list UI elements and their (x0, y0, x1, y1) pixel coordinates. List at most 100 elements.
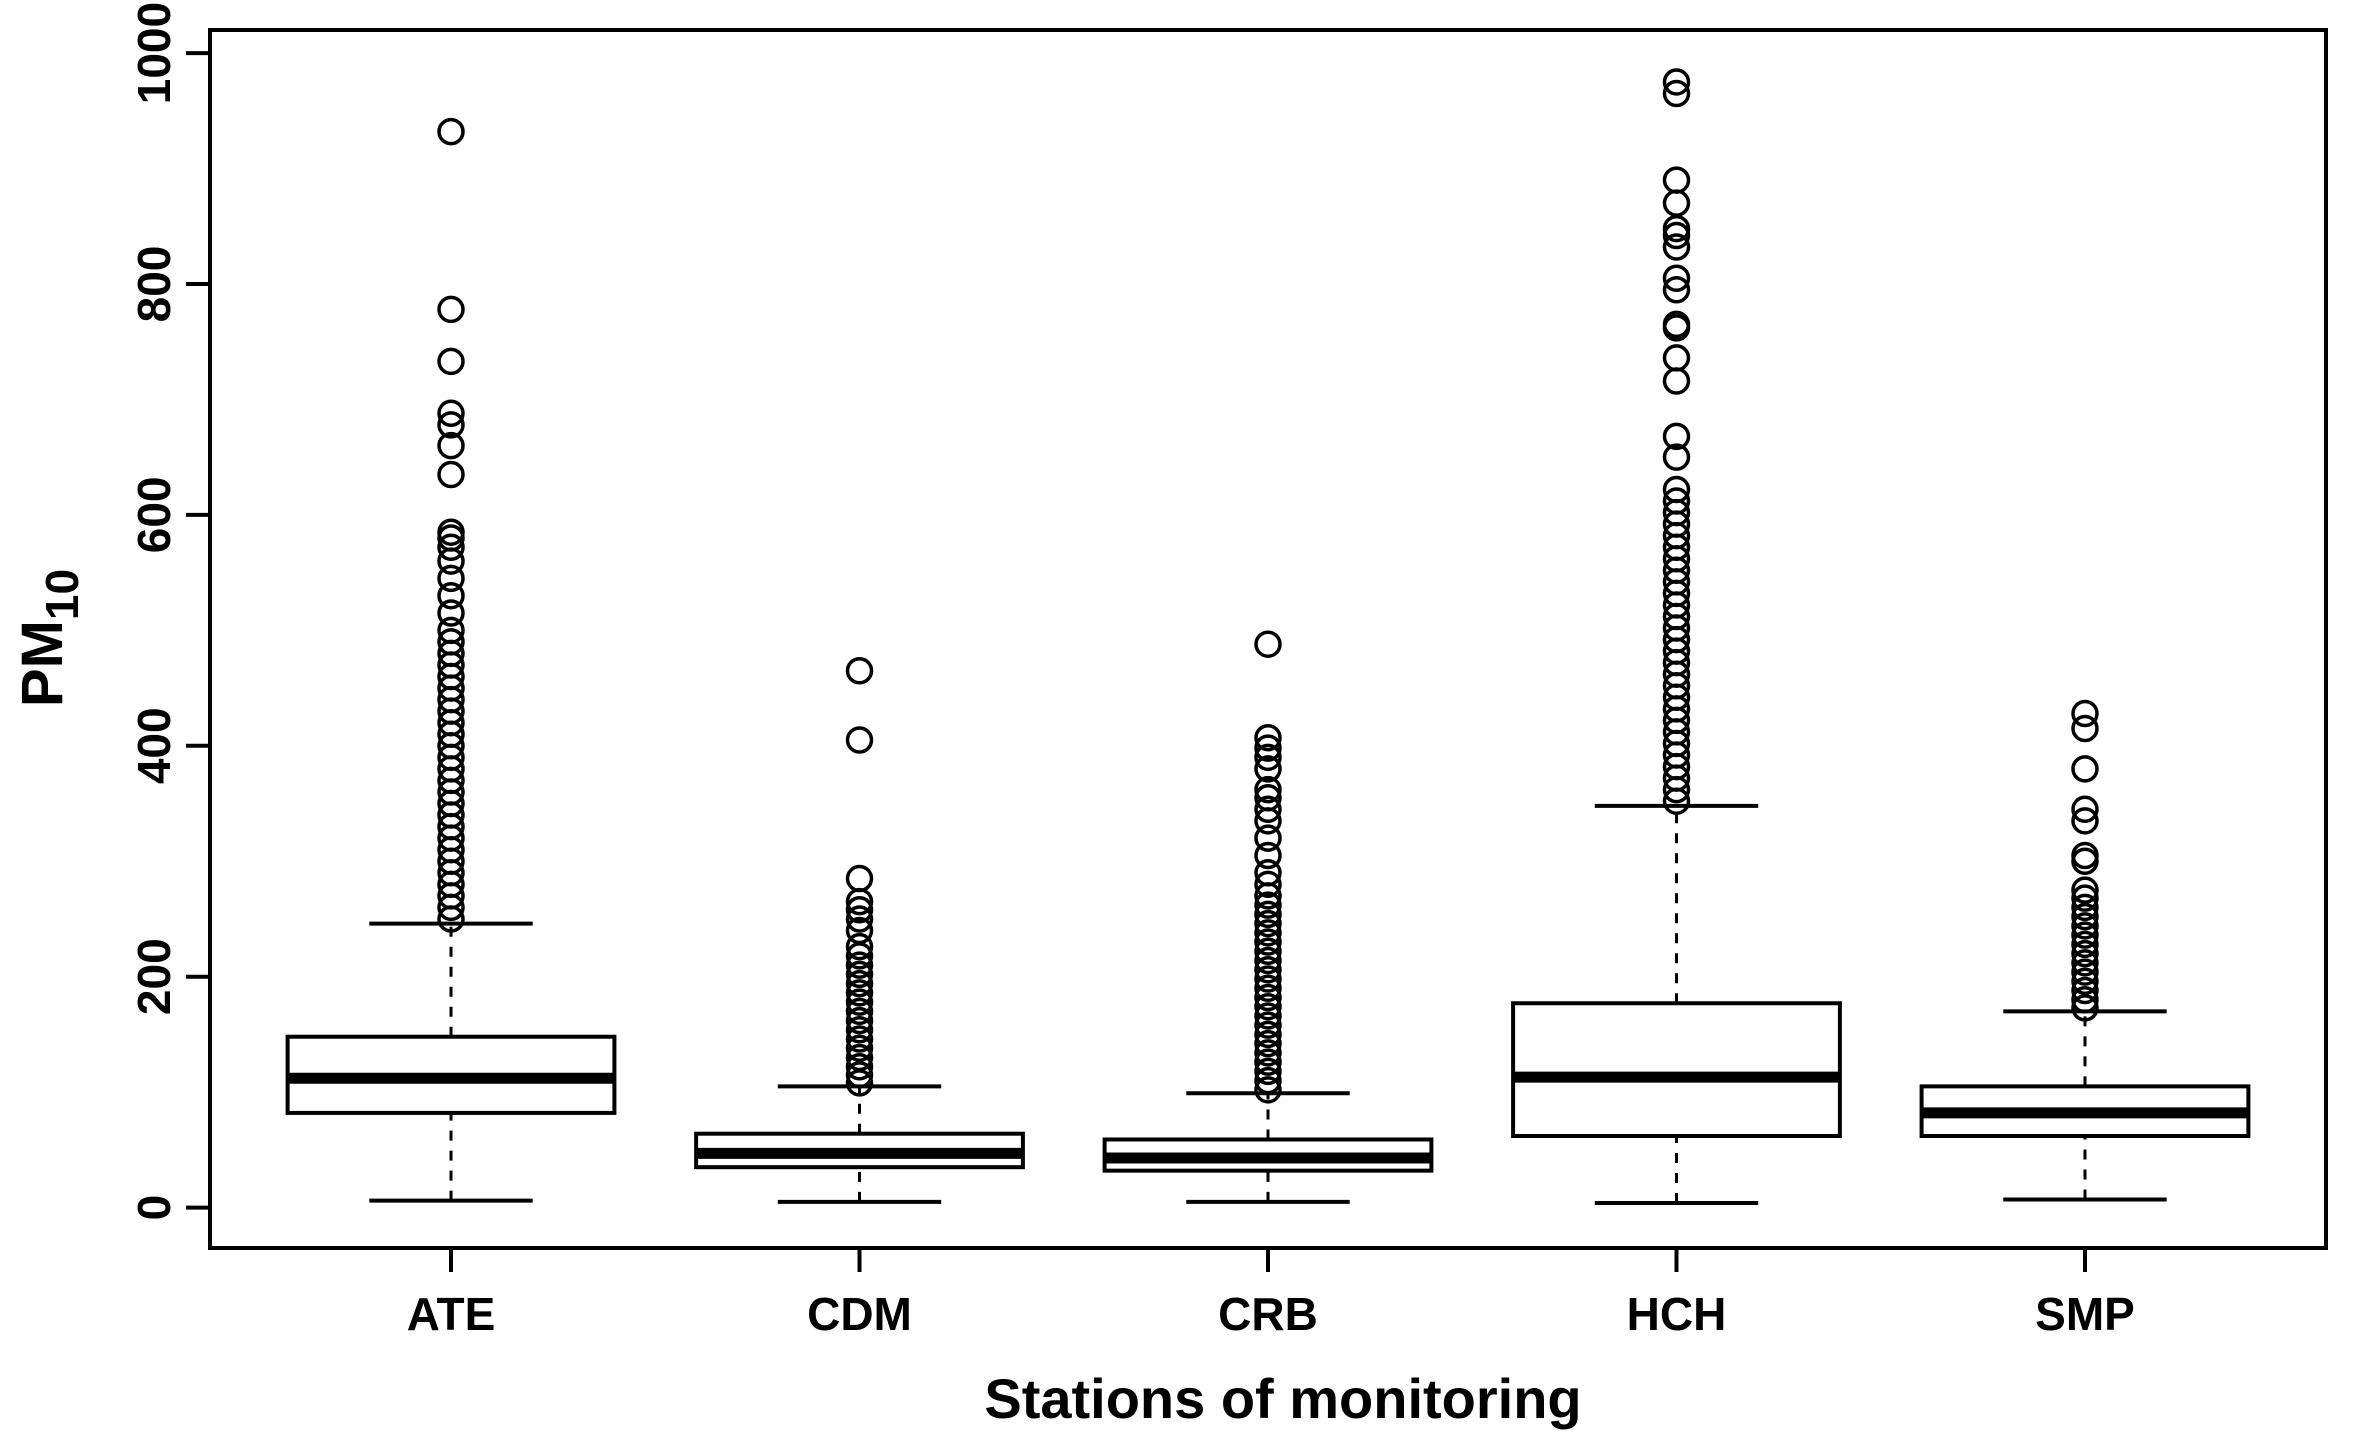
y-axis-title-subscript: 10 (36, 569, 88, 620)
outlier-point (437, 533, 465, 561)
outlier-point (1662, 310, 1691, 339)
outlier-point (2071, 939, 2099, 968)
outlier-point (2071, 994, 2099, 1022)
boxes (285, 68, 2251, 1205)
outlier-point (2071, 976, 2099, 1005)
outlier-point (2071, 912, 2099, 940)
outlier-point (845, 1016, 874, 1044)
outlier-point (845, 997, 874, 1026)
outlier-point (2071, 986, 2099, 1014)
outlier-point (2071, 967, 2099, 996)
outlier-point (845, 960, 874, 989)
outlier-point (1662, 79, 1691, 108)
outlier-point (1254, 824, 1282, 852)
outlier-point (1254, 900, 1282, 929)
outlier-point (845, 951, 874, 979)
outlier-point (1254, 1048, 1282, 1076)
outlier-point (437, 518, 465, 546)
outlier-point (2071, 902, 2099, 931)
y-tick-label: 1000 (128, 2, 180, 104)
outlier-point (1662, 166, 1691, 194)
outlier-point (1254, 1029, 1282, 1058)
outlier-point (1254, 946, 1282, 975)
outlier-point (1254, 928, 1282, 956)
outlier-point (437, 411, 465, 439)
outlier-point (1254, 1066, 1282, 1095)
outlier-point (845, 1025, 874, 1053)
outlier-point (1254, 909, 1282, 938)
outlier-point (845, 656, 874, 685)
y-tick-label: 600 (128, 477, 180, 554)
y-axis: 0 200 400 600 800 1000 (128, 2, 212, 1221)
outlier-point (1662, 487, 1691, 515)
outlier-point (437, 117, 465, 146)
outlier-point (845, 1043, 874, 1072)
outlier-point (437, 295, 465, 324)
outlier-point (1254, 992, 1282, 1021)
outlier-point (2071, 841, 2099, 870)
y-axis-title-main: PM (10, 620, 75, 707)
outlier-point (1662, 475, 1691, 504)
outlier-point (2071, 699, 2099, 728)
outlier-point (1254, 919, 1282, 947)
box-crb (1102, 630, 1434, 1204)
outlier-point (2071, 755, 2099, 783)
x-axis: ATE CDM CRB HCH SMP (407, 1246, 2135, 1340)
outlier-point (1254, 859, 1282, 887)
outlier-point (845, 969, 874, 998)
outlier-point (2071, 884, 2099, 912)
outlier-point (2071, 807, 2099, 835)
box-smp (1919, 699, 2251, 1202)
outlier-point (1662, 221, 1691, 250)
y-tick-label: 0 (128, 1195, 180, 1221)
outlier-point (1662, 276, 1691, 304)
x-axis-title: Stations of monitoring (984, 1367, 1581, 1430)
outlier-point (1254, 783, 1282, 812)
outlier-point (437, 628, 465, 656)
outlier-point (845, 1006, 874, 1035)
outlier-point (1662, 68, 1691, 96)
outlier-point (437, 599, 465, 627)
outlier-point (845, 979, 874, 1007)
outlier-point (437, 564, 465, 593)
outlier-point (845, 864, 874, 893)
outlier-point (1254, 755, 1282, 783)
outlier-point (2071, 949, 2099, 977)
outlier-point (1254, 983, 1282, 1012)
x-tick-label: SMP (2035, 1288, 2135, 1340)
outlier-point (845, 726, 874, 754)
outlier-point (2071, 714, 2099, 743)
outlier-point (1254, 630, 1282, 658)
outlier-point (1662, 233, 1691, 261)
outlier-point (1254, 734, 1282, 762)
outlier-point (2071, 921, 2099, 949)
outlier-point (1254, 841, 1282, 870)
outlier-point (1254, 775, 1282, 804)
outlier-point (845, 1034, 874, 1063)
outlier-point (1254, 870, 1282, 899)
outlier-point (437, 347, 465, 376)
y-axis-title: PM10 (10, 569, 88, 707)
outlier-point (437, 581, 465, 610)
outlier-point (1254, 956, 1282, 984)
iqr-box (1511, 1001, 1842, 1139)
outlier-point (845, 916, 874, 945)
outlier-point (2071, 795, 2099, 824)
x-tick-label: ATE (407, 1288, 496, 1340)
outlier-point (845, 1061, 874, 1089)
outlier-point (1254, 974, 1282, 1002)
outlier-point (845, 1052, 874, 1081)
outlier-point (1254, 1057, 1282, 1086)
box-hch (1511, 68, 1842, 1205)
x-tick-label: CRB (1218, 1288, 1318, 1340)
outlier-point (2071, 930, 2099, 959)
outlier-point (1254, 1002, 1282, 1030)
outlier-point (1254, 723, 1282, 752)
outlier-point (1254, 1011, 1282, 1039)
outlier-point (437, 399, 465, 428)
outlier-point (1662, 422, 1691, 451)
outlier-point (2071, 876, 2099, 904)
outlier-point (845, 905, 874, 933)
